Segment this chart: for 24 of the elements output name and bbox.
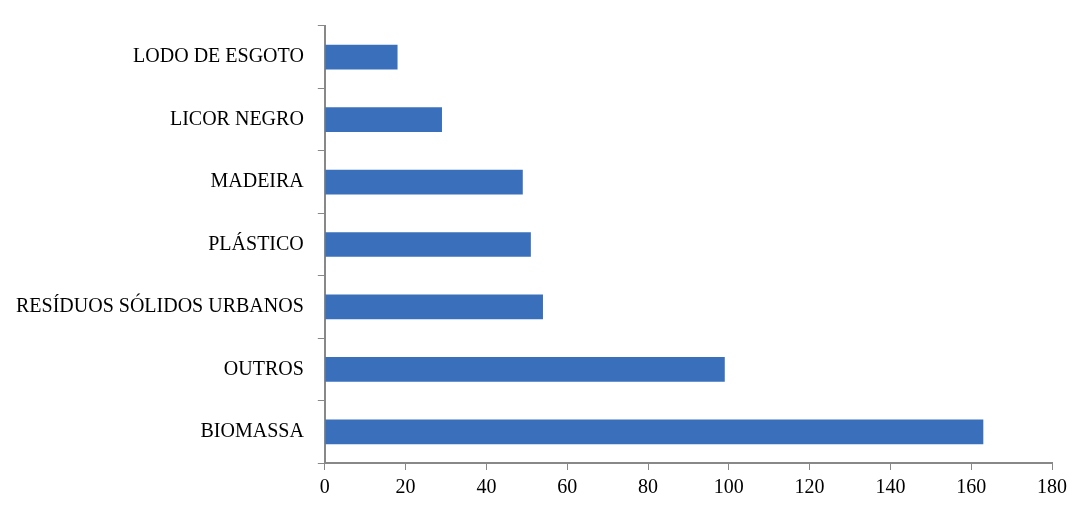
- y-tick-label: MADEIRA: [210, 169, 305, 192]
- y-tick-label: LICOR NEGRO: [169, 106, 304, 129]
- bar: [325, 232, 531, 257]
- y-tick-label: BIOMASSA: [200, 419, 305, 442]
- bar: [325, 357, 725, 382]
- x-tick-label: 40: [476, 475, 497, 498]
- x-tick-label: 80: [638, 475, 659, 498]
- bar: [325, 44, 398, 70]
- x-tick-label: 20: [395, 475, 416, 498]
- y-tick-label: OUTROS: [223, 356, 304, 379]
- bar: [325, 107, 442, 132]
- x-tick-label: 160: [956, 475, 987, 498]
- bar: [325, 294, 543, 320]
- y-tick-label: RESÍDUOS SÓLIDOS URBANOS: [15, 293, 304, 317]
- x-tick-label: 60: [557, 475, 578, 498]
- x-tick-label: 100: [713, 475, 744, 498]
- bar: [325, 169, 523, 195]
- y-tick-label: LODO DE ESGOTO: [133, 44, 304, 67]
- x-tick-label: 0: [319, 475, 330, 498]
- bar: [325, 419, 984, 445]
- x-tick-label: 140: [875, 475, 906, 498]
- y-tick-label: PLÁSTICO: [208, 231, 304, 254]
- x-tick-label: 120: [794, 475, 825, 498]
- x-tick-label: 180: [1037, 475, 1067, 498]
